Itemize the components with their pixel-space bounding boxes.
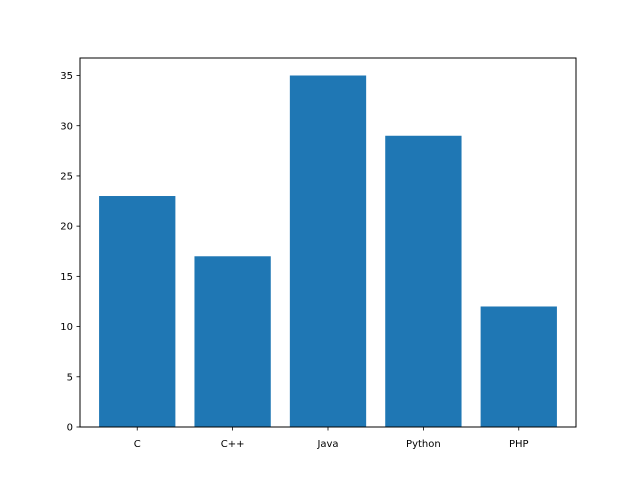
y-tick-label: 0 — [67, 423, 73, 434]
x-tick-label: PHP — [509, 439, 529, 450]
y-tick-label: 25 — [60, 172, 73, 183]
x-tick-label: Python — [406, 439, 441, 450]
y-tick-label: 20 — [60, 222, 73, 233]
y-tick-label: 35 — [60, 71, 73, 82]
x-tick-label: Java — [316, 439, 338, 450]
y-axis: 0 5 10 15 20 25 30 35 — [60, 71, 80, 434]
y-tick-label: 15 — [60, 272, 73, 283]
y-tick-label: 5 — [67, 372, 73, 383]
bar-php — [480, 306, 557, 427]
x-axis: C C++ Java Python PHP — [134, 427, 529, 450]
bar-cpp — [194, 256, 271, 427]
y-tick-label: 10 — [60, 322, 73, 333]
y-tick-label: 30 — [60, 121, 73, 132]
x-tick-label: C — [134, 439, 141, 450]
bar-java — [289, 75, 367, 427]
bar-c — [99, 196, 176, 427]
x-tick-label: C++ — [221, 439, 245, 450]
bar-python — [385, 135, 462, 427]
bars-group — [99, 75, 557, 427]
plot-frame — [79, 57, 577, 428]
